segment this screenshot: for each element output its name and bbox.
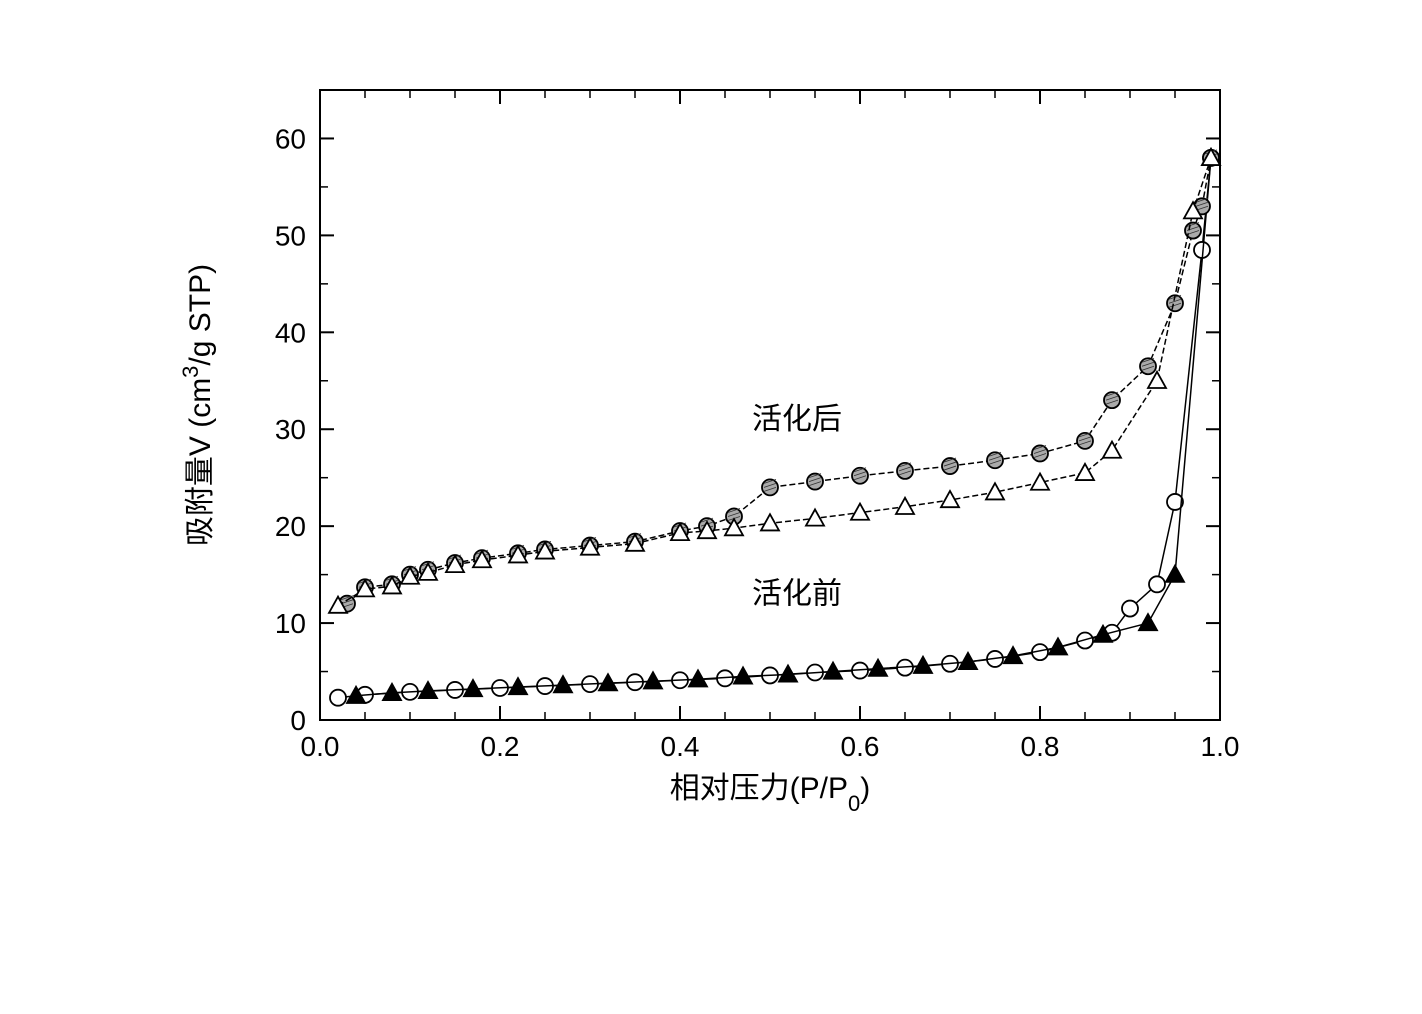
svg-text:0: 0 bbox=[290, 705, 306, 736]
chart-svg: 0.0 0.2 0.4 0.6 0.8 1.0 0 10 20 30 40 50 60 相对压力(P/P0… bbox=[140, 40, 1282, 854]
svg-text:0.2: 0.2 bbox=[481, 731, 520, 762]
svg-text:0.8: 0.8 bbox=[1021, 731, 1060, 762]
svg-text:吸附量V (cm3/g STP): 吸附量V (cm3/g STP) bbox=[178, 264, 218, 546]
svg-text:相对压力(P/P0): 相对压力(P/P0) bbox=[670, 772, 871, 816]
svg-text:10: 10 bbox=[275, 608, 306, 639]
svg-text:50: 50 bbox=[275, 220, 306, 251]
svg-text:0.0: 0.0 bbox=[301, 731, 340, 762]
svg-text:1.0: 1.0 bbox=[1201, 731, 1240, 762]
svg-text:30: 30 bbox=[275, 414, 306, 445]
svg-text:活化后: 活化后 bbox=[752, 403, 842, 436]
isotherm-chart: 0.0 0.2 0.4 0.6 0.8 1.0 0 10 20 30 40 50 60 相对压力(P/P0… bbox=[140, 40, 1282, 854]
svg-text:0.4: 0.4 bbox=[661, 731, 700, 762]
svg-text:活化前: 活化前 bbox=[752, 578, 842, 611]
svg-text:20: 20 bbox=[275, 511, 306, 542]
svg-text:60: 60 bbox=[275, 123, 306, 154]
svg-text:40: 40 bbox=[275, 317, 306, 348]
svg-text:0.6: 0.6 bbox=[841, 731, 880, 762]
